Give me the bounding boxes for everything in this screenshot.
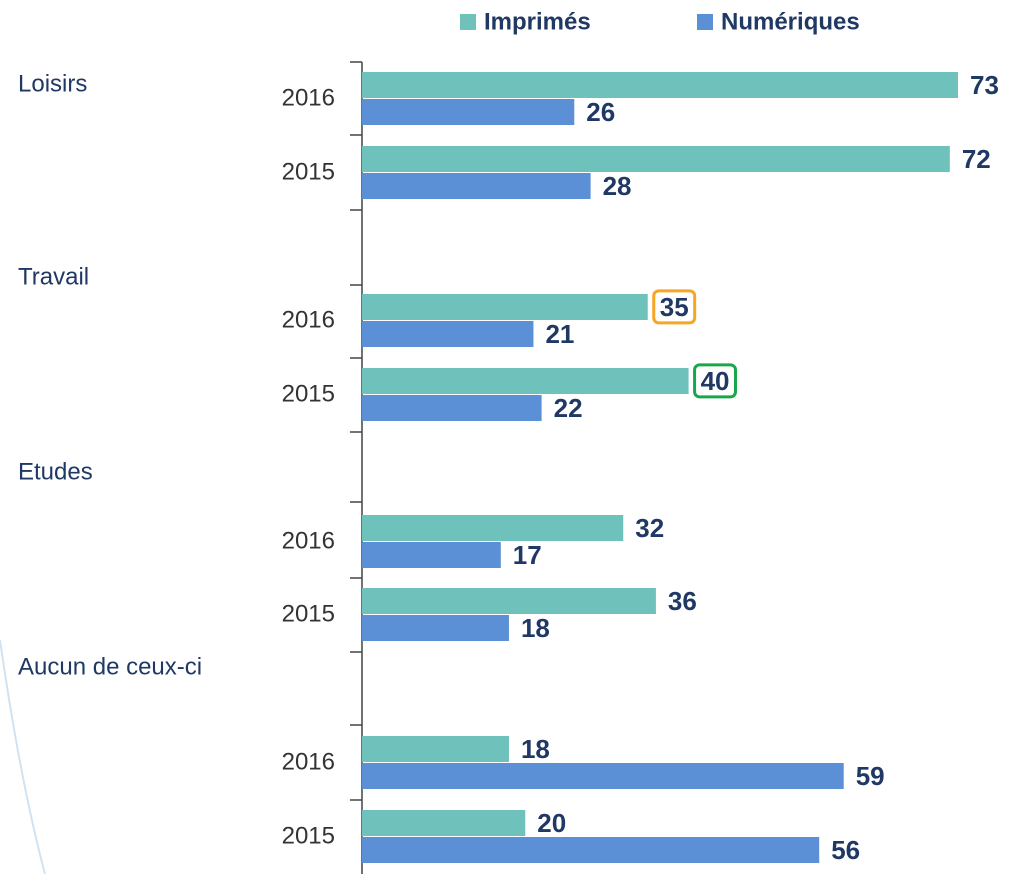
value-label: 36: [668, 586, 697, 616]
bar: [362, 321, 534, 347]
value-label: 73: [970, 70, 999, 100]
bar: [362, 146, 950, 172]
bar: [362, 99, 575, 125]
bar: [362, 736, 509, 762]
bar: [362, 368, 689, 394]
highlight-box: [652, 289, 697, 325]
value-label: 56: [831, 835, 860, 865]
legend-label: Imprimés: [484, 8, 591, 35]
bar: [362, 837, 820, 863]
value-label: 21: [545, 319, 574, 349]
group-label: Aucun de ceux-ci: [18, 653, 202, 680]
y-tick-label: 2016: [282, 748, 335, 775]
highlight-box: [693, 363, 737, 399]
value-label: 40: [701, 366, 730, 396]
value-label: 28: [603, 171, 632, 201]
y-tick-label: 2015: [282, 158, 335, 185]
bar: [362, 294, 648, 320]
legend-swatch: [697, 14, 713, 30]
group-label: Travail: [18, 263, 89, 290]
bar: [362, 542, 501, 568]
bar: [362, 515, 624, 541]
y-tick-label: 2016: [282, 527, 335, 554]
bar: [362, 810, 526, 836]
value-label: 17: [513, 540, 542, 570]
y-tick-label: 2015: [282, 380, 335, 407]
value-label: 32: [635, 513, 664, 543]
value-label: 18: [521, 734, 550, 764]
bar: [362, 395, 542, 421]
decoration-arc: [0, 639, 46, 874]
value-label: 59: [856, 761, 885, 791]
value-label: 22: [554, 393, 583, 423]
bar: [362, 588, 656, 614]
bar: [362, 615, 509, 641]
group-label: Etudes: [18, 458, 93, 485]
value-label: 18: [521, 613, 550, 643]
legend-swatch: [460, 14, 476, 30]
bar: [362, 72, 958, 98]
y-tick-label: 2016: [282, 306, 335, 333]
value-label: 72: [962, 144, 991, 174]
value-label: 35: [660, 292, 689, 322]
group-label: Loisirs: [18, 70, 87, 97]
value-label: 26: [586, 97, 615, 127]
bar: [362, 763, 844, 789]
y-tick-label: 2015: [282, 600, 335, 627]
y-tick-label: 2016: [282, 84, 335, 111]
legend-label: Numériques: [721, 8, 860, 35]
bar: [362, 173, 591, 199]
y-tick-label: 2015: [282, 822, 335, 849]
value-label: 20: [537, 808, 566, 838]
